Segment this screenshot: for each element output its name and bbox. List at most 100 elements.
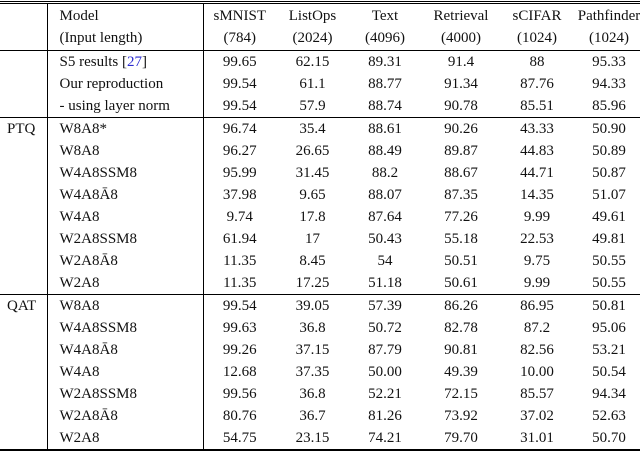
value-cell: 11.35	[223, 275, 257, 291]
value-cell: 73.92	[444, 408, 478, 424]
value-cell: 50.72	[368, 320, 402, 336]
value-cell: 91.34	[444, 76, 478, 92]
value-cell: 99.54	[222, 98, 257, 114]
value-cell: 44.71	[520, 165, 554, 181]
model-column-header: Model (Input length)	[47, 2, 204, 51]
value-cell: 39.05	[276, 294, 349, 317]
value-cell: 88.07	[368, 187, 402, 203]
table-row: QAT W8A8 99.54 39.05 57.39 86.26 86.95 50.81	[0, 294, 640, 450]
table-row: W2A8Ā8 80.76 36.7 81.26 73.92 37.02 52.63	[0, 405, 640, 427]
value-cell: 81.26	[368, 408, 402, 424]
value-cell: 89.87	[444, 143, 478, 159]
value-cell: 61.1	[299, 76, 326, 92]
value-cell: 37.98	[222, 187, 257, 203]
value-cell: 80.76	[222, 408, 257, 424]
table-row: - using layer norm 99.54 57.9 88.74 90.78 85.…	[0, 95, 640, 118]
value-cell: 87.2	[523, 320, 551, 336]
table-row: W4A8 12.68 37.35 50.00 49.39 10.00 50.54	[0, 361, 640, 383]
value-cell: 95.06	[592, 320, 626, 336]
value-cell: 17.8	[299, 209, 326, 225]
citation-link[interactable]: 27	[127, 54, 142, 70]
value-cell: 22.53	[520, 231, 554, 247]
value-cell: 85.57	[520, 386, 554, 402]
model-cell: W2A8	[47, 427, 204, 450]
table-row: W2A8Ā8 11.35 8.45 54 50.51 9.75 50.55	[0, 250, 640, 272]
value-cell: 57.39	[349, 294, 421, 317]
value-cell: 36.7	[299, 408, 326, 424]
table-row: S5 results [27] 99.65 62.15 89.31 91.4 88 95.3…	[0, 50, 640, 118]
value-cell: 37.35	[295, 364, 330, 380]
value-cell: 85.96	[592, 98, 626, 114]
column-name: Pathfinder	[577, 8, 640, 24]
value-cell: 95.99	[222, 165, 257, 181]
value-cell: 50.87	[592, 165, 626, 181]
value-cell: 54.75	[222, 430, 257, 446]
value-cell: 9.75	[523, 253, 551, 269]
value-cell: 50.70	[592, 430, 626, 446]
value-cell: 54	[377, 253, 393, 269]
value-cell: 50.55	[592, 275, 626, 291]
model-cell: W2A8Ā8	[47, 250, 204, 272]
value-cell: 9.65	[299, 187, 326, 203]
value-cell: 99.54	[222, 76, 257, 92]
value-cell: 37.15	[295, 342, 330, 358]
value-cell: 49.81	[592, 231, 626, 247]
value-cell: 87.76	[520, 76, 554, 92]
value-cell: 35.4	[276, 117, 349, 140]
column-name: sCIFAR	[512, 8, 562, 24]
table-row: W8A8 96.27 26.65 88.49 89.87 44.83 50.89	[0, 140, 640, 162]
value-cell: 12.68	[222, 364, 257, 380]
column-name: Text	[371, 8, 399, 24]
value-cell: 86.95	[501, 294, 573, 317]
value-cell: 74.21	[368, 430, 402, 446]
table-row: W4A8 9.74 17.8 87.64 77.26 9.99 49.61	[0, 206, 640, 228]
value-cell: 36.8	[299, 386, 326, 402]
value-cell: 52.63	[592, 408, 626, 424]
column-input-length: (4096)	[365, 30, 405, 46]
value-cell: 31.45	[295, 165, 330, 181]
value-cell: 90.26	[421, 117, 501, 140]
value-cell: 89.31	[368, 54, 402, 70]
column-input-length: (2024)	[292, 30, 333, 46]
value-cell: 50.89	[592, 143, 626, 159]
value-cell: 85.51	[520, 98, 554, 114]
model-cell: W4A8	[47, 206, 204, 228]
corner-cell	[0, 2, 48, 51]
model-header-line2: (Input length)	[59, 30, 143, 46]
value-cell: 23.15	[295, 430, 330, 446]
value-cell: 99.26	[222, 342, 257, 358]
column-name: sMNIST	[213, 8, 266, 24]
table-row: PTQ W8A8* 96.74 35.4 88.61 90.26 43.33 50.90	[0, 117, 640, 295]
table-row: Our reproduction 99.54 61.1 88.77 91.34 87.76…	[0, 73, 640, 95]
value-cell: 14.35	[520, 187, 554, 203]
value-cell: 95.33	[592, 54, 626, 70]
table-body: S5 results [27] 99.65 62.15 89.31 91.4 88 95.3…	[0, 50, 640, 450]
table-row: W2A8SSM8 61.94 17 50.43 55.18 22.53 49.81	[0, 228, 640, 250]
value-cell: 96.74	[203, 117, 276, 140]
value-cell: 51.07	[592, 187, 626, 203]
value-cell: 53.21	[592, 342, 626, 358]
value-cell: 31.01	[520, 430, 554, 446]
model-cell: W4A8SSM8	[47, 162, 204, 184]
value-cell: 52.21	[368, 386, 402, 402]
value-cell: 88.74	[368, 98, 402, 114]
value-cell: 87.79	[368, 342, 402, 358]
value-cell: 9.99	[523, 209, 551, 225]
model-cell: Our reproduction	[47, 73, 204, 95]
value-cell: 50.90	[573, 117, 640, 140]
model-cell: W2A8SSM8	[47, 228, 204, 250]
model-header-line1: Model	[59, 8, 99, 24]
model-label: ]	[142, 54, 147, 70]
value-cell: 62.15	[295, 54, 330, 70]
section-label: QAT	[0, 294, 48, 450]
value-cell: 37.02	[520, 408, 554, 424]
value-cell: 86.26	[421, 294, 501, 317]
column-name: ListOps	[288, 8, 337, 24]
value-cell: 50.61	[444, 275, 478, 291]
value-cell: 90.81	[444, 342, 478, 358]
value-cell: 79.70	[444, 430, 478, 446]
table-row: W2A8 54.75 23.15 74.21 79.70 31.01 50.70	[0, 427, 640, 450]
value-cell: 49.39	[444, 364, 478, 380]
value-cell: 99.63	[222, 320, 257, 336]
value-cell: 57.9	[299, 98, 326, 114]
